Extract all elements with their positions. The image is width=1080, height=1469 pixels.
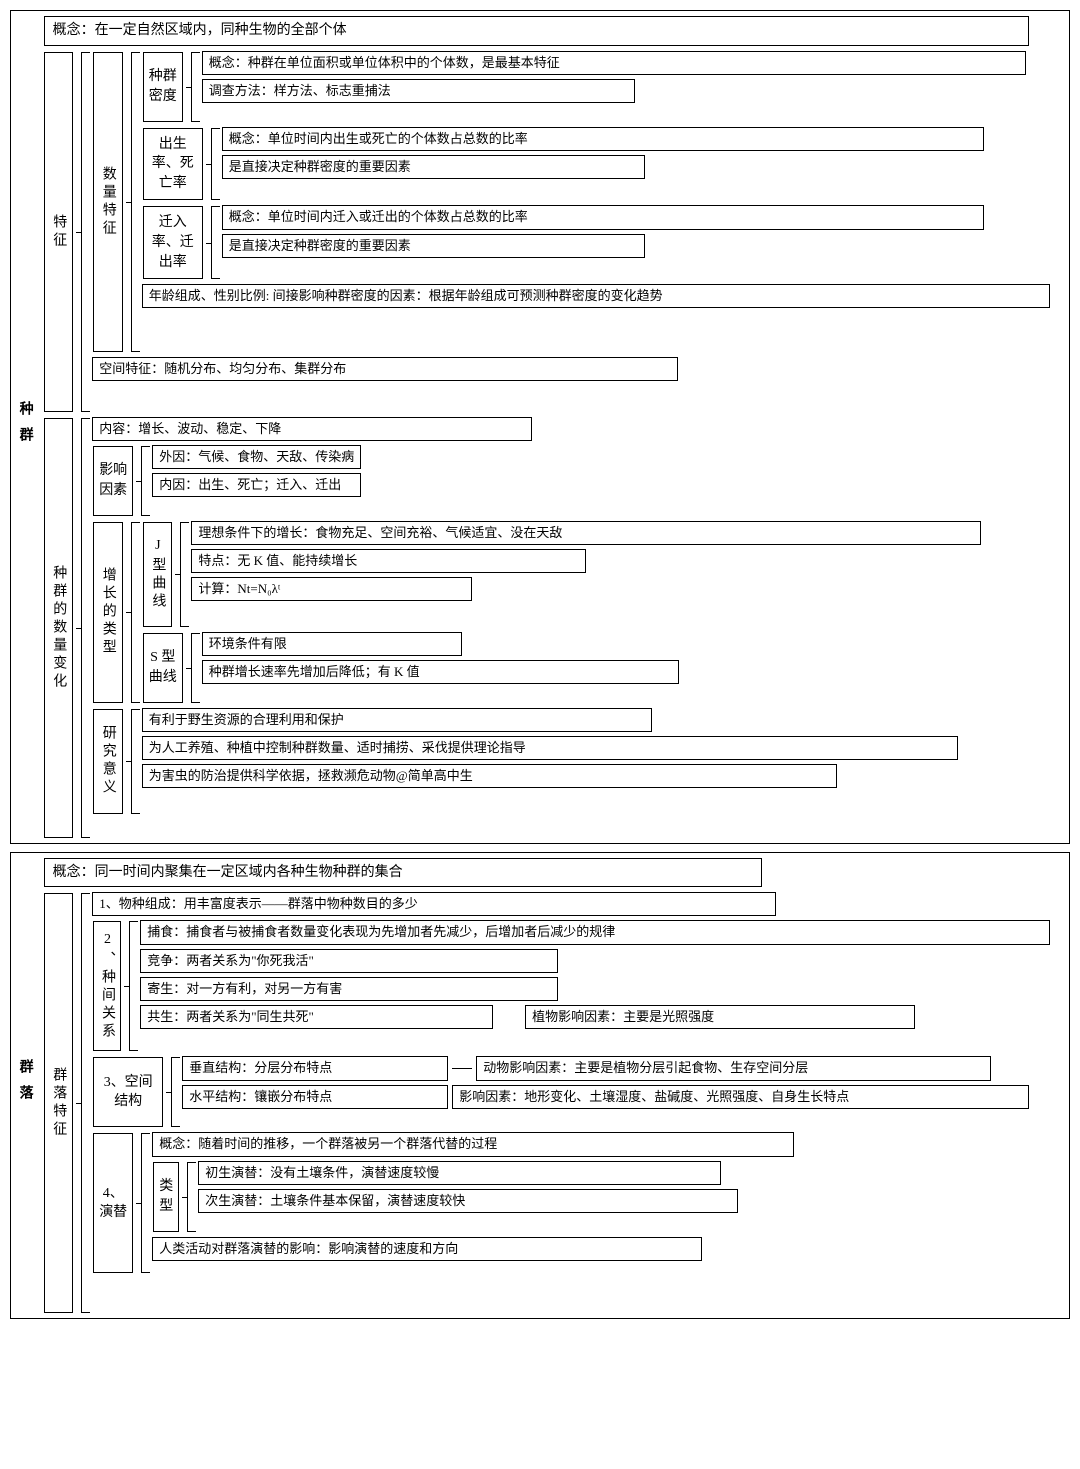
bd-note: 是直接决定种群密度的重要因素 <box>222 155 646 179</box>
connector <box>452 1068 472 1069</box>
bracket <box>166 1057 180 1127</box>
bracket <box>206 206 220 279</box>
bracket <box>206 128 220 201</box>
j-ideal: 理想条件下的增长：食物充足、空间充裕、气候适宜、没在天敌 <box>191 521 981 545</box>
root-label-community: 群落 <box>11 853 39 1319</box>
mutualism: 共生：两者关系为"同生共死" <box>140 1005 493 1029</box>
r-wild: 有利于野生资源的合理利用和保护 <box>142 708 652 732</box>
interspecies-label: 2、种间关系 <box>93 921 121 1051</box>
bracket <box>136 446 150 516</box>
j-formula: 计算：Nt=N₀λᵗ <box>191 577 472 601</box>
species-comp: 1、物种组成：用丰富度表示——群落中物种数目的多少 <box>92 892 776 916</box>
community-concept: 概念：同一时间内聚集在一定区域内各种生物种群的集合 <box>44 858 762 888</box>
characteristics-label: 特征 <box>44 52 74 412</box>
density-label: 种群密度 <box>143 52 183 122</box>
bd-concept: 概念：单位时间内出生或死亡的个体数占总数的比率 <box>222 127 984 151</box>
s-limited: 环境条件有限 <box>202 632 462 656</box>
secondary-succ: 次生演替：土壤条件基本保留，演替速度较快 <box>198 1189 738 1213</box>
growth-type-label: 增长的类型 <box>93 522 123 703</box>
j-feature: 特点：无 K 值、能持续增长 <box>191 549 586 573</box>
bracket <box>76 52 90 412</box>
succ-type-label: 类型 <box>153 1162 179 1232</box>
mig-note: 是直接决定种群密度的重要因素 <box>222 234 646 258</box>
ext-factors: 外因：气候、食物、天敌、传染病 <box>152 445 361 469</box>
bracket <box>186 52 200 122</box>
concept-box: 概念：在一定自然区域内，同种生物的全部个体 <box>44 16 1029 46</box>
r-cultivate: 为人工养殖、种植中控制种群数量、适时捕捞、采伐提供理论指导 <box>142 736 958 760</box>
bracket <box>126 52 140 352</box>
bracket <box>182 1162 196 1232</box>
spatial-box: 空间特征：随机分布、均匀分布、集群分布 <box>92 357 678 381</box>
r-pest: 为害虫的防治提供科学依据，拯救濒危动物@简单高中生 <box>142 764 837 788</box>
change-label: 种群的数量变化 <box>44 418 74 838</box>
age-sex-box: 年龄组成、性别比例: 间接影响种群密度的因素：根据年龄组成可预测种群密度的变化趋… <box>142 284 1051 308</box>
bracket <box>175 522 189 627</box>
horiz-struct: 水平结构：镶嵌分布特点 <box>182 1085 448 1109</box>
birth-death-label: 出生率、死亡率 <box>143 128 203 201</box>
bracket <box>126 709 140 814</box>
density-method: 调查方法：样方法、标志重捕法 <box>202 79 636 103</box>
competition: 竞争：两者关系为"你死我活" <box>140 949 558 973</box>
bracket <box>126 522 140 703</box>
migration-label: 迁入率、迁出率 <box>143 206 203 279</box>
primary-succ: 初生演替：没有土壤条件，演替速度较慢 <box>198 1161 720 1185</box>
density-concept: 概念：种群在单位面积或单位体积中的个体数，是最基本特征 <box>202 51 1026 75</box>
community-char-label: 群落特征 <box>44 893 74 1313</box>
parasitism: 寄生：对一方有利，对另一方有害 <box>140 977 558 1001</box>
bracket <box>186 633 200 703</box>
spatial-struct-label: 3、空间结构 <box>93 1057 163 1127</box>
bracket <box>136 1133 150 1273</box>
bracket <box>124 921 138 1051</box>
plant-factor: 植物影响因素：主要是光照强度 <box>525 1005 915 1029</box>
predation: 捕食：捕食者与被捕食者数量变化表现为先增加者先减少，后增加者后减少的规律 <box>140 920 1050 944</box>
human-effect: 人类活动对群落演替的影响：影响演替的速度和方向 <box>152 1237 702 1261</box>
succession-label: 4、演替 <box>93 1133 133 1273</box>
root-label-population: 种群 <box>11 11 39 843</box>
bracket <box>76 893 90 1313</box>
section-population: 种群 概念：在一定自然区域内，同种生物的全部个体 特征 数量特征 种群密度 <box>10 10 1070 844</box>
s-rate: 种群增长速率先增加后降低；有 K 值 <box>202 660 679 684</box>
scurve-label: S 型曲线 <box>143 633 183 703</box>
mig-concept: 概念：单位时间内迁入或迁出的个体数占总数的比率 <box>222 205 984 229</box>
section-community: 群落 概念：同一时间内聚集在一定区域内各种生物种群的集合 群落特征 1、物种组成… <box>10 852 1070 1320</box>
horiz-factor: 影响因素：地形变化、土壤湿度、盐碱度、光照强度、自身生长特点 <box>452 1085 1028 1109</box>
change-content: 内容：增长、波动、稳定、下降 <box>92 417 532 441</box>
int-factors: 内因：出生、死亡；迁入、迁出 <box>152 473 361 497</box>
succ-concept: 概念：随着时间的推移，一个群落被另一个群落代替的过程 <box>152 1132 794 1156</box>
jcurve-label: J型曲线 <box>143 522 173 627</box>
animal-factor: 动物影响因素：主要是植物分层引起食物、生存空间分层 <box>476 1056 990 1080</box>
bracket <box>76 418 90 838</box>
research-label: 研究意义 <box>93 709 123 814</box>
quantity-char-label: 数量特征 <box>93 52 123 352</box>
factors-label: 影响因素 <box>93 446 133 516</box>
vertical-struct: 垂直结构：分层分布特点 <box>182 1056 448 1080</box>
